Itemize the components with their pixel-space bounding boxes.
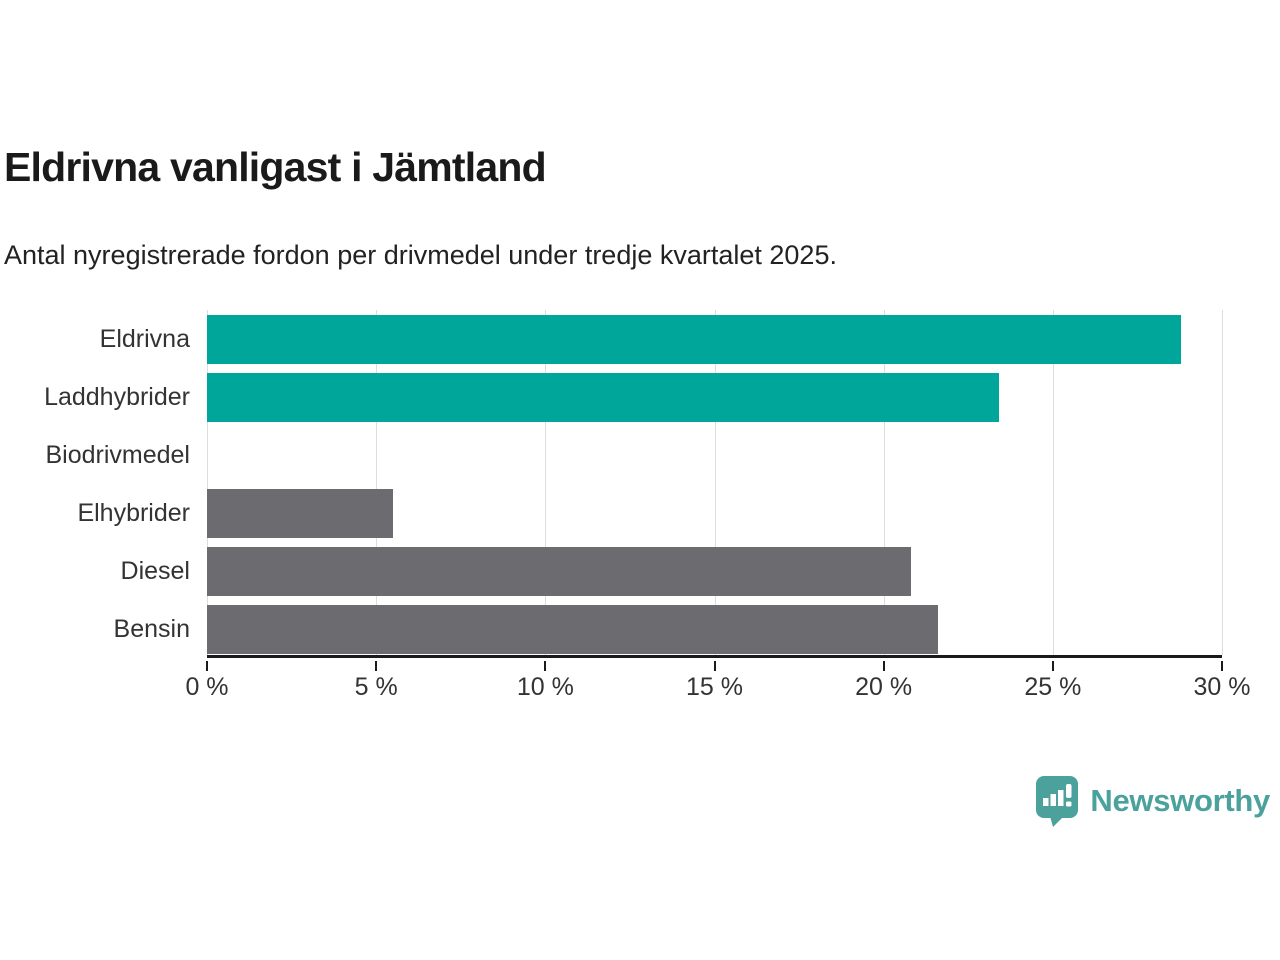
axis-tick-25	[1051, 661, 1054, 671]
category-label-eldrivna: Eldrivna	[99, 324, 190, 353]
gridline-30	[1222, 310, 1223, 655]
category-label-diesel: Diesel	[120, 556, 190, 585]
category-label-biodrivmedel: Biodrivmedel	[45, 440, 190, 469]
gridline-20	[883, 310, 885, 655]
gridline-0	[207, 310, 208, 655]
brand-name: Newsworthy	[1090, 783, 1270, 818]
bar-row-biodrivmedel	[207, 426, 1222, 484]
newsworthy-logo-icon	[1035, 775, 1079, 827]
bar-elhybrider	[207, 488, 394, 538]
gridline-25	[1052, 310, 1054, 655]
axis-tick-15	[713, 661, 716, 671]
bar-row-bensin	[207, 600, 1222, 658]
gridline-10	[545, 310, 547, 655]
axis-tick-10	[544, 661, 547, 671]
bar-diesel	[207, 546, 911, 596]
axis-tick-label-25: 25 %	[1024, 673, 1082, 701]
axis-tick-label-20: 20 %	[855, 673, 913, 701]
bar-bensin	[207, 604, 938, 654]
gridline-5	[376, 310, 378, 655]
axis-tick-label-10: 10 %	[516, 673, 574, 701]
bar-row-elhybrider	[207, 484, 1222, 542]
category-axis-labels: Eldrivna Laddhybrider Biodrivmedel Elhybrid…	[0, 310, 190, 658]
axis-tick-label-15: 15 %	[686, 673, 743, 701]
axis-tick-0	[206, 661, 208, 671]
gridline-15	[714, 310, 716, 655]
category-label-elhybrider: Elhybrider	[77, 498, 190, 527]
chart-title: Eldrivna vanligast i Jämtland	[4, 144, 547, 190]
brand-footer: Newsworthy	[1035, 775, 1270, 827]
bar-row-laddhybrider	[207, 368, 1222, 426]
bar-row-eldrivna	[207, 310, 1222, 368]
bar-laddhybrider	[207, 372, 999, 422]
axis-tick-label-0: 0 %	[185, 673, 229, 701]
bar-row-diesel	[207, 542, 1222, 600]
bar-chart: Eldrivna Laddhybrider Biodrivmedel Elhybrid…	[0, 310, 1280, 710]
bar-eldrivna	[207, 314, 1182, 364]
category-label-bensin: Bensin	[113, 614, 190, 643]
axis-tick-5	[375, 661, 378, 671]
axis-tick-30	[1221, 661, 1223, 671]
axis-tick-label-5: 5 %	[354, 673, 398, 701]
plot-area: 0 % 5 % 10 % 15 % 20 % 25 % 30 %	[185, 310, 1250, 701]
category-label-laddhybrider: Laddhybrider	[44, 382, 190, 411]
axis-tick-20	[882, 661, 885, 671]
axis-tick-label-30: 30 %	[1193, 673, 1251, 701]
chart-subtitle: Antal nyregistrerade fordon per drivmede…	[4, 240, 837, 270]
